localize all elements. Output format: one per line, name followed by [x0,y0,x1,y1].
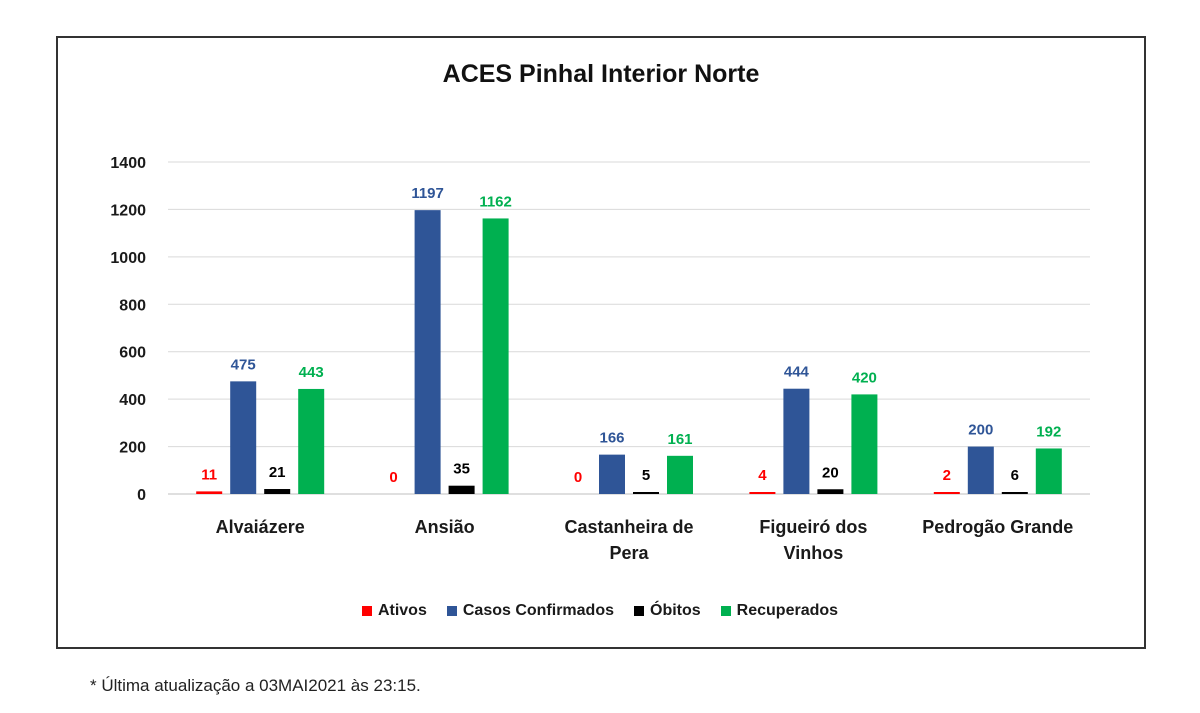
legend-swatch [634,606,644,616]
bar [633,492,659,494]
legend-item: Ativos [361,602,427,620]
x-axis-categories: Alvaiázere Ansião Castanheira de Pera Figuei… [216,517,1074,563]
bar [1001,492,1028,494]
legend-label: Óbitos [650,602,701,619]
legend-label: Ativos [377,602,427,619]
bar [967,446,994,494]
data-label: 0 [574,469,582,486]
data-labels: 1147521443011973511620166516144442042022… [201,185,1061,486]
bars [196,210,1062,494]
bar [783,388,810,494]
data-label: 2 [943,467,951,484]
legend-item: Óbitos [634,602,701,620]
bar [749,492,776,494]
data-label: 11 [201,466,217,483]
category-label: Pera [609,543,649,563]
y-tick-label: 1400 [110,155,146,172]
y-tick-label: 600 [119,345,146,362]
bar [298,388,325,494]
bar [933,492,960,494]
legend-item: Recuperados [720,602,839,620]
category-label: Ansião [415,517,475,537]
data-label: 4 [758,467,767,484]
bar [264,489,291,494]
data-label: 20 [822,464,839,481]
data-label: 1162 [479,193,512,210]
data-label: 444 [784,364,810,381]
footnote: * Última atualização a 03MAI2021 às 23:1… [90,676,421,695]
bar [817,489,844,494]
bar [230,381,257,494]
y-tick-label: 400 [119,392,146,409]
data-label: 161 [667,431,692,448]
data-label: 475 [231,356,256,373]
legend-item: Casos Confirmados [446,602,614,620]
data-label: 6 [1011,467,1019,484]
data-label: 5 [642,467,650,484]
bar [1035,448,1062,494]
y-tick-label: 800 [119,297,146,314]
y-tick-label: 1000 [110,250,146,267]
y-axis-ticks: 0 200 400 600 800 1000 1200 1400 [110,155,146,504]
data-label: 0 [389,469,397,486]
data-label: 21 [269,464,286,481]
category-label: Vinhos [784,543,844,563]
y-tick-label: 0 [137,487,146,504]
category-label: Alvaiázere [216,517,305,537]
y-tick-label: 200 [119,440,146,457]
legend: Ativos Casos Confirmados Óbitos Recuperados [0,602,1200,621]
bar [414,210,441,494]
category-label: Pedrogão Grande [922,517,1073,537]
legend-swatch [720,606,731,616]
legend-label: Casos Confirmados [462,602,614,619]
bar [851,394,878,494]
bar [599,454,625,494]
bar [482,218,509,494]
legend-swatch [361,606,372,616]
bar [448,485,475,494]
data-label: 443 [299,364,324,381]
data-label: 1197 [411,185,444,202]
chart-title: ACES Pinhal Interior Norte [443,60,760,88]
legend-swatch [446,606,457,616]
data-label: 420 [852,369,877,386]
category-label: Castanheira de [564,517,693,537]
data-label: 35 [453,461,470,478]
y-tick-label: 1200 [110,202,146,219]
chart-frame [56,36,1146,649]
legend-label: Recuperados [736,602,839,619]
data-label: 200 [968,422,993,439]
bar [667,455,693,494]
category-label: Figueiró dos [759,517,867,537]
bar [196,491,223,494]
data-label: 166 [599,430,624,447]
data-label: 192 [1036,423,1061,440]
